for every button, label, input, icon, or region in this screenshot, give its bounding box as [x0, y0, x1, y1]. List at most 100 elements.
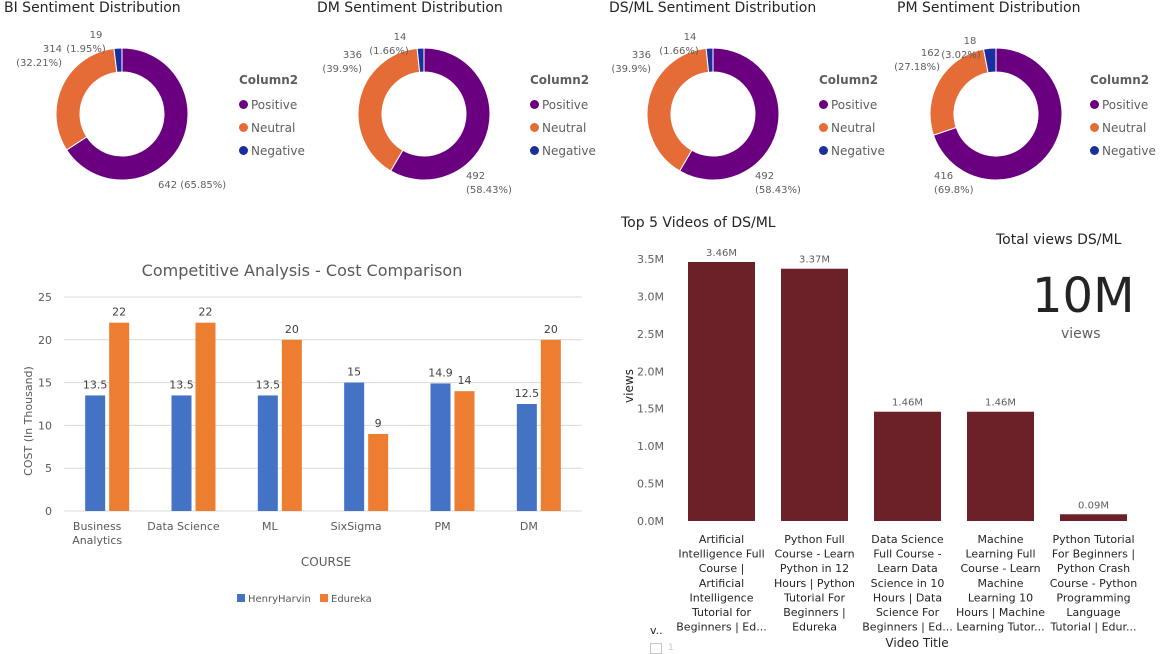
- donut-panel-bi[interactable]: BI Sentiment Distribution: [0, 0, 300, 205]
- cost-chart-title: Competitive Analysis - Cost Comparison: [142, 261, 463, 280]
- kpi-value: 10M: [1032, 268, 1135, 324]
- legend-item-positive[interactable]: Positive: [819, 93, 885, 116]
- videos-chart-title: Top 5 Videos of DS/ML: [620, 215, 776, 231]
- donut-data-label: (32.21%): [16, 58, 62, 69]
- cost-data-label: 20: [285, 323, 299, 336]
- donut-data-label: (1.66%): [369, 46, 409, 57]
- donut-data-label: (1.95%): [66, 44, 106, 55]
- videos-x-tick-label: Python in 12: [780, 562, 849, 575]
- top-videos-chart[interactable]: Top 5 Videos of DS/ML views Video Title …: [600, 210, 1160, 650]
- donut-panel-dm[interactable]: DM Sentiment Distribution: [312, 0, 612, 205]
- kpi-unit: views: [1061, 326, 1101, 342]
- donut-legend-dsml: Column2 Positive Neutral Negative: [819, 73, 885, 162]
- videos-data-label: 3.46M: [706, 248, 737, 259]
- legend-label: Negative: [542, 143, 596, 158]
- videos-x-tick-label: Course - Learn: [960, 562, 1040, 575]
- legend-dot-icon: [819, 146, 828, 155]
- videos-x-tick-label: Tutorial | Edur...: [1049, 621, 1136, 634]
- cost-y-tick-label: 20: [38, 334, 52, 347]
- videos-x-tick-label: Machine: [977, 533, 1023, 546]
- cost-y-tick-label: 5: [45, 462, 52, 475]
- donut-legend-dm: Column2 Positive Neutral Negative: [530, 73, 596, 162]
- videos-bar: [967, 411, 1034, 521]
- donut-data-label: 492: [755, 171, 774, 182]
- donut-data-label: (58.43%): [466, 185, 512, 196]
- legend-item-negative[interactable]: Negative: [530, 139, 596, 162]
- donut-data-label: 416: [934, 171, 953, 182]
- donut-slice-negative: [416, 47, 425, 73]
- videos-x-tick-label: Artificial: [699, 533, 744, 546]
- videos-data-label: 1.46M: [892, 398, 923, 409]
- legend-item-neutral[interactable]: Neutral: [1090, 116, 1156, 139]
- legend-item-positive[interactable]: Positive: [1090, 93, 1156, 116]
- legend-item-negative[interactable]: Negative: [1090, 139, 1156, 162]
- donut-slice-negative: [113, 47, 123, 73]
- cost-x-tick-label: Business: [73, 520, 122, 533]
- cost-data-label: 14.9: [428, 366, 453, 379]
- cost-data-label: 20: [544, 323, 558, 336]
- cost-data-label: 13.5: [256, 378, 281, 391]
- cost-data-label: 22: [112, 306, 126, 319]
- legend-label: Negative: [1102, 143, 1156, 158]
- cost-bar-henryharvin: [430, 383, 451, 511]
- cost-x-tick-label: Data Science: [147, 520, 220, 533]
- donut-slice-negative: [705, 47, 714, 73]
- legend-item-negative[interactable]: Negative: [239, 139, 305, 162]
- cost-x-tick-label: Analytics: [72, 534, 122, 547]
- legend-label: Neutral: [1102, 120, 1147, 135]
- donut-panel-pm[interactable]: PM Sentiment Distribution: [893, 0, 1163, 205]
- donut-data-label: 18: [964, 36, 977, 47]
- videos-x-tick-label: Data Science: [871, 533, 944, 546]
- videos-data-label: 1.46M: [985, 398, 1016, 409]
- cost-legend-label: HenryHarvin: [248, 594, 311, 605]
- videos-bar: [688, 261, 755, 521]
- videos-y-tick-label: 2.0M: [637, 365, 664, 378]
- legend-item-neutral[interactable]: Neutral: [819, 116, 885, 139]
- cost-bar-henryharvin: [257, 395, 278, 511]
- videos-y-tick-label: 3.5M: [637, 253, 664, 266]
- donut-data-label: (1.66%): [659, 46, 699, 57]
- legend-item-neutral[interactable]: Neutral: [530, 116, 596, 139]
- legend-item-neutral[interactable]: Neutral: [239, 116, 305, 139]
- videos-y-tick-label: 1.5M: [637, 403, 664, 416]
- footer-checkbox[interactable]: [650, 643, 662, 654]
- legend-item-negative[interactable]: Negative: [819, 139, 885, 162]
- cost-x-tick-label: ML: [262, 520, 278, 533]
- donut-data-label: 336: [632, 50, 651, 61]
- legend-label: Negative: [251, 143, 305, 158]
- donut-data-label: 14: [394, 32, 407, 43]
- videos-y-tick-label: 0.5M: [637, 478, 664, 491]
- legend-dot-icon: [819, 100, 828, 109]
- cost-comparison-chart[interactable]: Competitive Analysis - Cost Comparison C…: [0, 234, 600, 654]
- videos-bar: [781, 268, 848, 521]
- videos-x-tick-label: Python Full: [784, 533, 844, 546]
- kpi-title: Total views DS/ML: [996, 232, 1122, 248]
- donut-data-label: 19: [90, 30, 103, 41]
- cost-data-label: 14: [458, 374, 472, 387]
- videos-x-tick-label: For Beginners |: [1052, 548, 1135, 561]
- videos-y-axis-label: views: [622, 369, 636, 403]
- cost-legend-swatch: [237, 594, 245, 602]
- legend-title: Column2: [1090, 73, 1150, 87]
- donut-slice-neutral: [357, 47, 421, 172]
- legend-dot-icon: [530, 146, 539, 155]
- cost-data-label: 9: [375, 417, 382, 430]
- donut-slice-neutral: [55, 47, 118, 151]
- donut-panel-dsml[interactable]: DS/ML Sentiment Distribution: [604, 0, 904, 205]
- donut-charts: 642 (65.85%) 314 (32.21%) 19 (1.95%) 492 (58.4…: [16, 30, 1063, 196]
- videos-x-tick-label: Learning Tutor...: [956, 621, 1044, 634]
- legend-label: Neutral: [542, 120, 587, 135]
- cost-data-label: 13.5: [83, 378, 108, 391]
- legend-label: Positive: [542, 97, 589, 112]
- videos-bar: [1060, 514, 1127, 521]
- legend-item-positive[interactable]: Positive: [530, 93, 596, 116]
- donut-title: DS/ML Sentiment Distribution: [609, 0, 817, 16]
- legend-label: Neutral: [251, 120, 296, 135]
- cost-data-label: 13.5: [169, 378, 194, 391]
- cost-data-label: 12.5: [515, 387, 540, 400]
- videos-x-tick-label: Hours | Data: [873, 591, 942, 604]
- legend-item-positive[interactable]: Positive: [239, 93, 305, 116]
- donut-data-label: (39.9%): [322, 64, 362, 75]
- donut-slice-neutral: [646, 47, 710, 172]
- footer-mark: 1: [668, 643, 674, 653]
